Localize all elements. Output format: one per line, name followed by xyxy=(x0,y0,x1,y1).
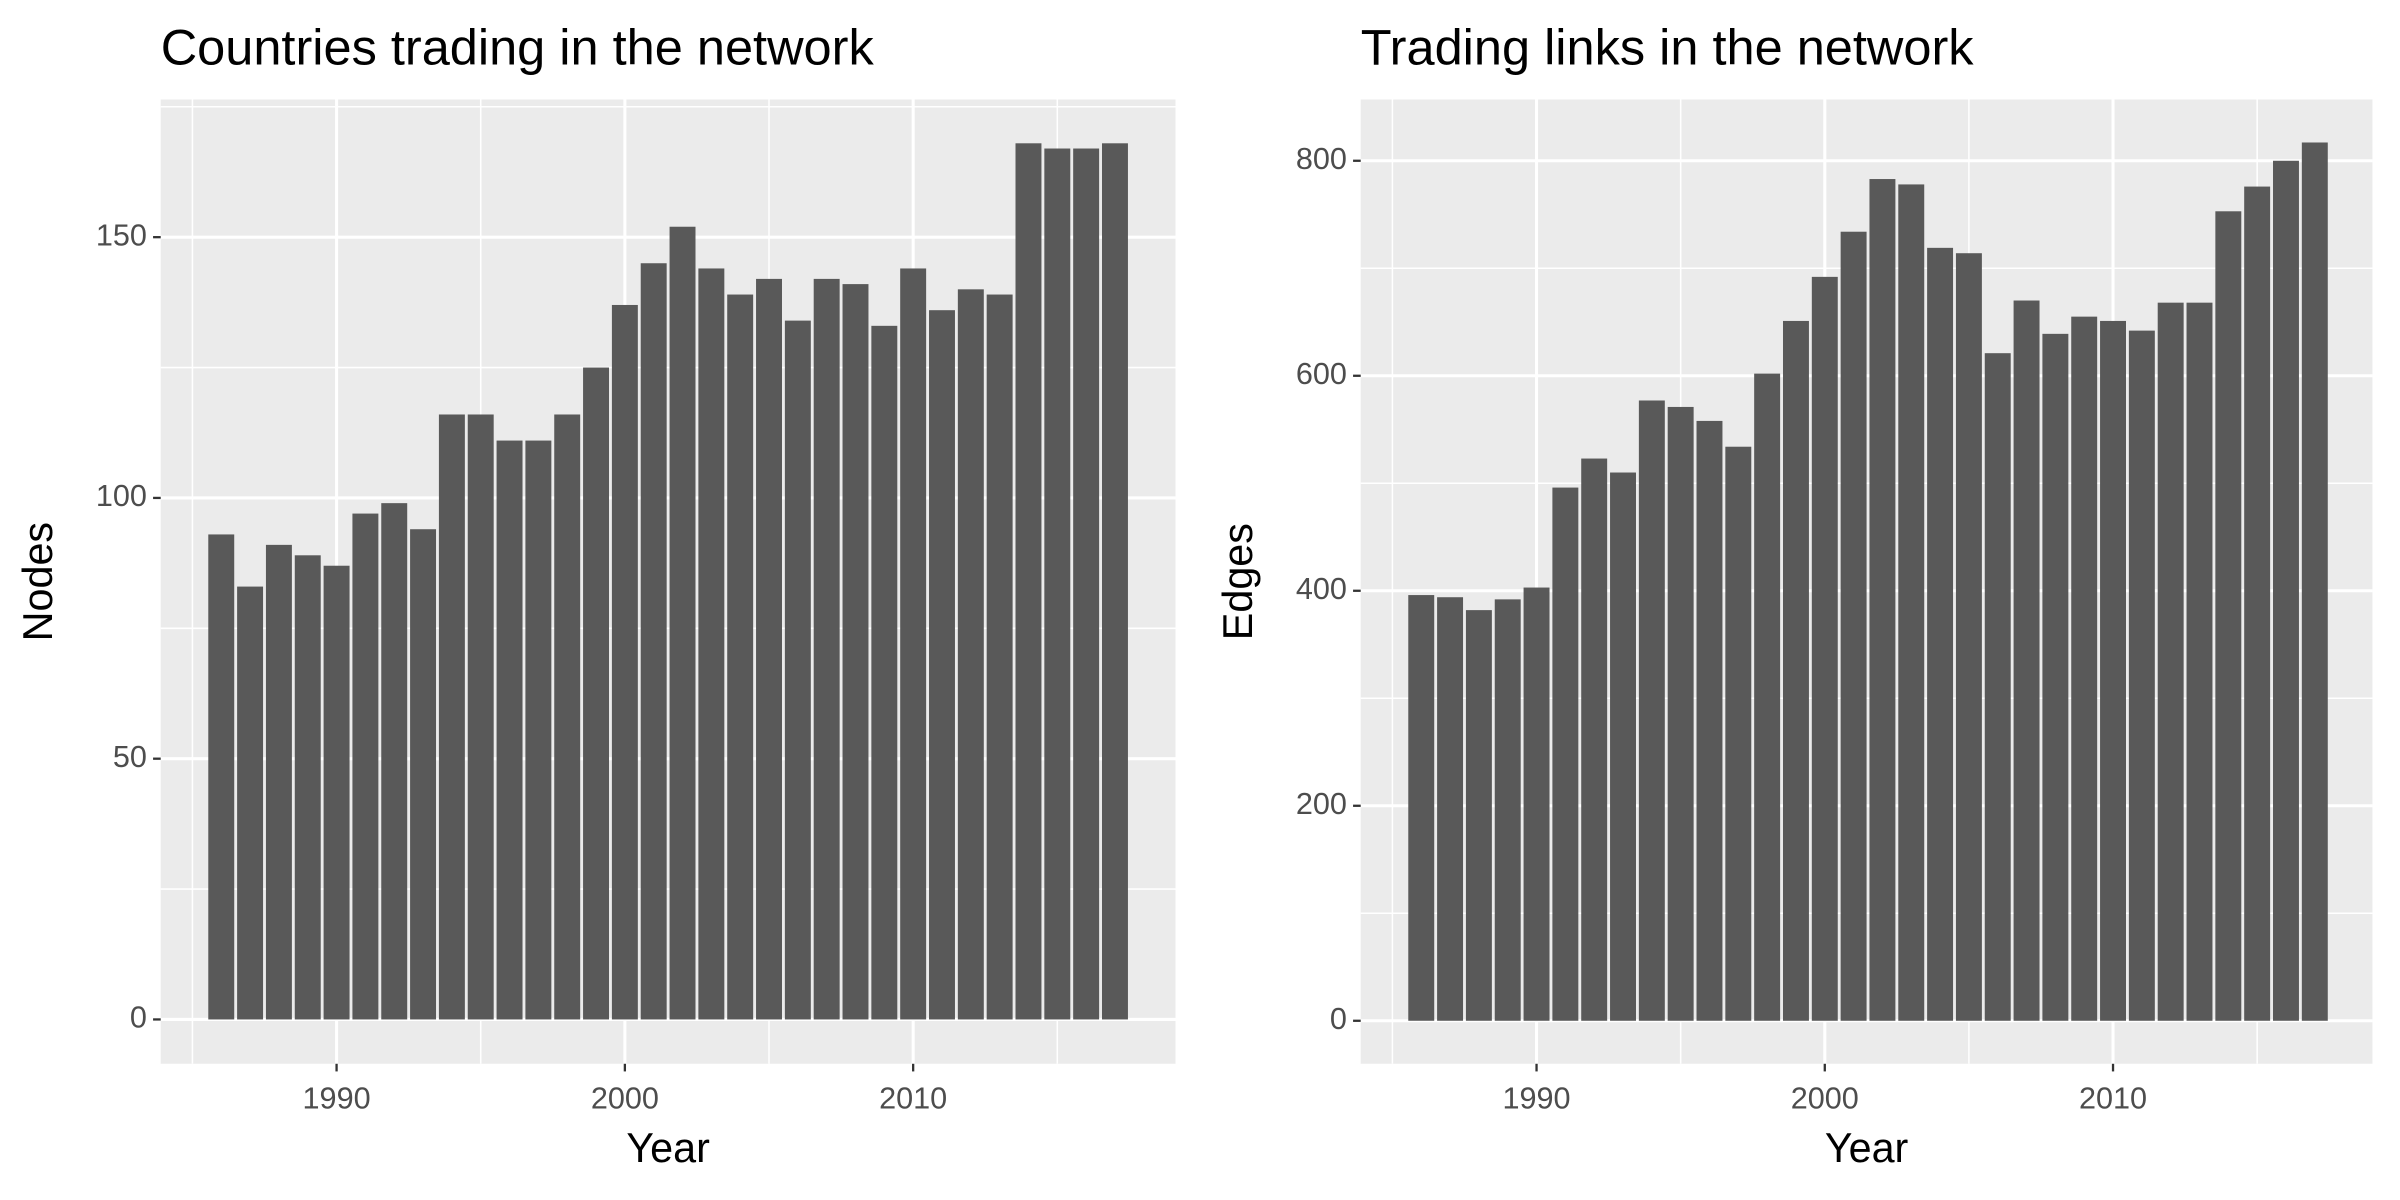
bar xyxy=(2157,302,2184,1021)
bar xyxy=(2013,300,2040,1021)
bar xyxy=(237,586,264,1020)
x-axis-title: Year xyxy=(626,1125,710,1171)
bar xyxy=(1437,597,1464,1021)
bar xyxy=(294,555,321,1020)
bar xyxy=(1610,472,1636,1021)
y-axis-title: Nodes xyxy=(15,522,61,641)
bar xyxy=(1073,148,1100,1020)
bar xyxy=(323,565,350,1020)
bar xyxy=(2301,142,2328,1021)
bar xyxy=(525,440,552,1020)
y-tick-label: 0 xyxy=(1330,1002,1347,1036)
x-tick-label: 1990 xyxy=(303,1082,371,1116)
x-tick-label: 2010 xyxy=(2079,1082,2147,1116)
bar xyxy=(1494,599,1521,1021)
bar xyxy=(669,226,696,1020)
x-tick-label: 2000 xyxy=(1791,1082,1859,1116)
bar xyxy=(640,263,667,1020)
bar xyxy=(1984,353,2011,1021)
bar xyxy=(410,529,437,1020)
bar xyxy=(1408,595,1435,1021)
bar xyxy=(1044,148,1071,1020)
bar xyxy=(554,414,581,1020)
bar xyxy=(1667,406,1694,1021)
y-tick-label: 200 xyxy=(1296,787,1347,821)
bar xyxy=(2100,320,2127,1021)
y-tick-label: 100 xyxy=(96,479,147,513)
bar xyxy=(1725,446,1752,1021)
bar xyxy=(986,294,1013,1020)
bar xyxy=(2186,302,2213,1021)
bar xyxy=(1552,487,1579,1021)
bar xyxy=(727,294,754,1020)
bar xyxy=(1754,373,1781,1021)
y-tick-label: 0 xyxy=(130,1001,147,1035)
y-tick-label: 150 xyxy=(96,218,147,252)
chart-title: Trading links in the network xyxy=(1361,18,1975,75)
y-tick-label: 600 xyxy=(1296,357,1347,391)
chart-title: Countries trading in the network xyxy=(161,18,875,75)
bar xyxy=(1869,179,1896,1021)
bar xyxy=(1015,143,1042,1020)
x-tick-label: 2010 xyxy=(879,1082,947,1116)
x-tick-label: 1990 xyxy=(1502,1082,1570,1116)
bar xyxy=(2273,160,2299,1021)
bar xyxy=(756,278,782,1020)
y-tick-label: 50 xyxy=(113,740,147,774)
bar xyxy=(2215,211,2242,1021)
bar xyxy=(1101,143,1128,1020)
bar xyxy=(871,325,898,1020)
x-axis-title: Year xyxy=(1825,1125,1909,1171)
bar xyxy=(1523,587,1550,1021)
bar xyxy=(1465,610,1492,1021)
bar xyxy=(900,268,927,1020)
bar xyxy=(438,414,465,1020)
bar xyxy=(1811,276,1838,1021)
bar xyxy=(381,503,408,1020)
bar xyxy=(1696,420,1723,1021)
bar xyxy=(1955,253,1982,1021)
bar xyxy=(611,304,638,1020)
bar xyxy=(1782,320,1809,1021)
bar xyxy=(2128,330,2155,1021)
bar xyxy=(1927,247,1954,1021)
bar xyxy=(2244,186,2271,1021)
bar xyxy=(208,534,235,1020)
bar xyxy=(1581,458,1608,1021)
bar xyxy=(957,289,984,1020)
y-axis-title: Edges xyxy=(1215,523,1261,640)
y-tick-label: 400 xyxy=(1296,572,1347,606)
bar xyxy=(1638,400,1665,1021)
bar xyxy=(2071,316,2098,1021)
bar xyxy=(352,513,379,1020)
bar xyxy=(583,367,610,1020)
bar xyxy=(813,278,840,1020)
bar xyxy=(929,310,955,1020)
bar xyxy=(842,284,869,1020)
bar xyxy=(496,440,523,1020)
bar xyxy=(1898,184,1925,1021)
bar xyxy=(698,268,725,1020)
bar xyxy=(467,414,494,1020)
bar xyxy=(2042,333,2069,1021)
bar xyxy=(784,320,811,1020)
bar xyxy=(1840,231,1867,1021)
bar xyxy=(265,544,292,1020)
x-tick-label: 2000 xyxy=(591,1082,659,1116)
y-tick-label: 800 xyxy=(1296,142,1347,176)
